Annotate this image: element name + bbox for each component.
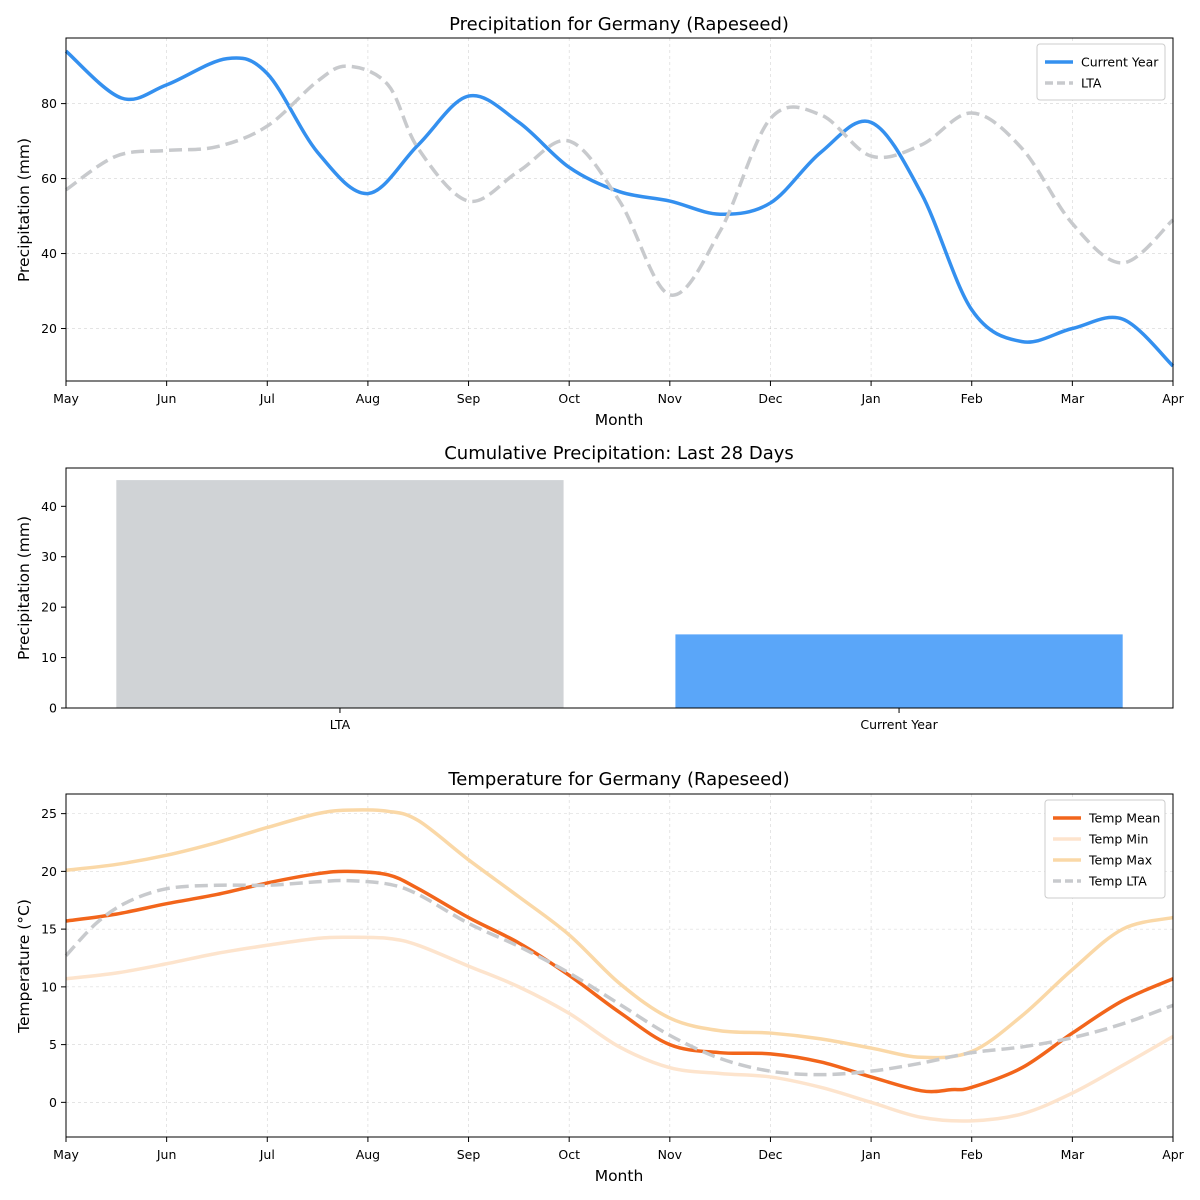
y-tick-label: 5	[49, 1037, 57, 1052]
series-line-temp-mean	[65, 869, 1174, 1094]
y-tick-label: 0	[49, 701, 57, 716]
y-tick-label: 40	[41, 246, 57, 261]
chart-title: Temperature for Germany (Rapeseed)	[447, 769, 789, 790]
x-tick-label: Jul	[259, 391, 275, 406]
y-tick-label: 20	[41, 864, 57, 879]
plot-frame	[65, 467, 1174, 709]
series-line-temp-max	[65, 808, 1174, 1060]
x-tick-label: Current Year	[860, 717, 938, 732]
plot-frame	[65, 793, 1174, 1138]
series-line-temp-min	[65, 935, 1174, 1123]
x-tick-label: Jul	[259, 1147, 275, 1162]
series-line-lta	[65, 64, 1175, 297]
x-tick-label: LTA	[330, 717, 351, 732]
x-tick-label: Jan	[860, 1147, 880, 1162]
x-tick-label: Mar	[1061, 1147, 1085, 1162]
x-tick-label: Aug	[356, 1147, 380, 1162]
y-tick-label: 10	[41, 650, 57, 665]
legend-label-lta: LTA	[1081, 76, 1102, 91]
legend-label-temp-mean: Temp Mean	[1088, 811, 1160, 826]
precipitation-chart: Precipitation for Germany (Rapeseed) Mon…	[15, 14, 1185, 429]
series-line-temp-lta	[64, 878, 1174, 1077]
plot-frame	[65, 37, 1174, 382]
legend-label-temp-min: Temp Min	[1088, 832, 1148, 847]
bar-lta	[116, 480, 564, 708]
x-tick-label: Apr	[1162, 1147, 1184, 1162]
y-tick-label: 0	[49, 1095, 57, 1110]
x-tick-label: May	[53, 1147, 79, 1162]
x-tick-label: Feb	[961, 391, 983, 406]
x-tick-label: Nov	[658, 391, 683, 406]
x-tick-label: Oct	[558, 1147, 580, 1162]
x-tick-label: Jan	[860, 391, 880, 406]
series-line-current-year	[64, 49, 1175, 368]
legend-label-temp-lta: Temp LTA	[1088, 874, 1147, 889]
legend-label-current-year: Current Year	[1081, 55, 1159, 70]
x-tick-label: Aug	[356, 391, 380, 406]
x-tick-label: Jun	[156, 391, 177, 406]
x-tick-label: Dec	[758, 1147, 782, 1162]
y-axis-label: Temperature (°C)	[15, 899, 33, 1034]
x-axis-label: Month	[595, 1167, 644, 1185]
temperature-chart: Temperature for Germany (Rapeseed) Month…	[15, 769, 1185, 1185]
legend: Current Year LTA	[1036, 43, 1166, 101]
y-axis-label: Precipitation (mm)	[15, 516, 33, 660]
legend-frame	[1044, 799, 1166, 899]
x-tick-label: Mar	[1061, 391, 1085, 406]
legend-label-temp-max: Temp Max	[1088, 853, 1152, 868]
y-tick-label: 30	[41, 549, 57, 564]
legend: Temp Mean Temp Min Temp Max Temp LTA	[1044, 799, 1166, 899]
y-tick-label: 25	[41, 806, 57, 821]
y-tick-label: 15	[41, 922, 57, 937]
y-tick-label: 60	[41, 171, 57, 186]
x-tick-label: Apr	[1162, 391, 1184, 406]
x-tick-label: Dec	[758, 391, 782, 406]
y-axis-label: Precipitation (mm)	[15, 138, 33, 282]
x-tick-label: Sep	[457, 391, 481, 406]
x-tick-label: Nov	[658, 1147, 683, 1162]
x-tick-label: Jun	[156, 1147, 177, 1162]
y-tick-label: 80	[41, 96, 57, 111]
y-tick-label: 20	[41, 321, 57, 336]
x-tick-label: Sep	[457, 1147, 481, 1162]
y-tick-label: 10	[41, 979, 57, 994]
cumulative-precipitation-chart: Cumulative Precipitation: Last 28 Days P…	[15, 443, 1174, 732]
legend-frame	[1036, 43, 1166, 101]
chart-title: Cumulative Precipitation: Last 28 Days	[444, 443, 794, 464]
bar-current-year	[675, 634, 1123, 708]
x-tick-label: Oct	[558, 391, 580, 406]
y-tick-label: 40	[41, 499, 57, 514]
x-tick-label: Feb	[961, 1147, 983, 1162]
y-tick-label: 20	[41, 600, 57, 615]
x-axis-label: Month	[595, 411, 644, 429]
x-tick-label: May	[53, 391, 79, 406]
chart-title: Precipitation for Germany (Rapeseed)	[449, 14, 789, 35]
